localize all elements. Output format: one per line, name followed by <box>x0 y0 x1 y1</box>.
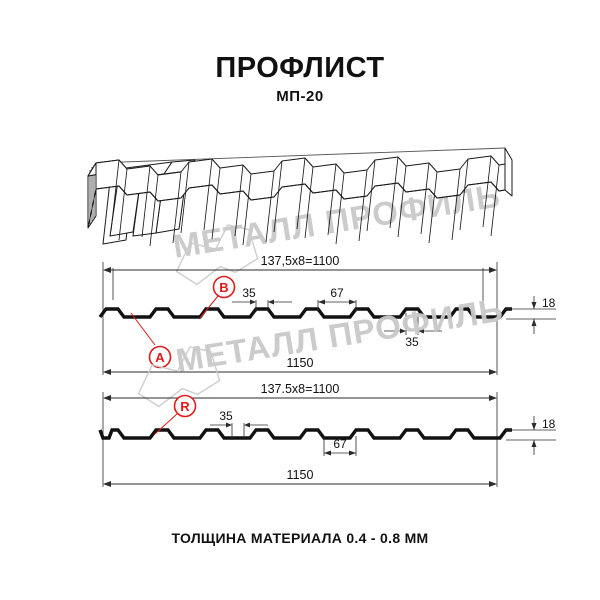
section-top-dim-35-lower: 35 <box>384 313 442 349</box>
material-thickness-note: ТОЛЩИНА МАТЕРИАЛА 0.4 - 0.8 ММ <box>171 530 429 546</box>
iso-back-edge <box>95 147 506 164</box>
product-code: МП-20 <box>276 88 324 105</box>
section-top-dim-35-upper: 35 <box>232 286 292 312</box>
section-top-dim-67-label: 67 <box>330 286 344 300</box>
section-bottom-dim-1150-label: 1150 <box>287 468 314 482</box>
marker-a-label: A <box>155 350 165 365</box>
section-top-profile <box>98 307 512 319</box>
marker-r: R <box>154 394 197 435</box>
isometric-profile-view <box>87 147 513 247</box>
page-title: ПРОФЛИСТ <box>215 52 385 84</box>
section-top-dim-1100-label: 137,5x8=1100 <box>261 254 340 268</box>
iso-bottom-edge <box>87 181 506 229</box>
marker-b: B <box>199 275 236 319</box>
section-bottom-dim-18-label: 18 <box>542 417 556 431</box>
section-top-dim-18-label: 18 <box>542 296 556 310</box>
iso-wave-group <box>87 155 506 245</box>
watermark-logo-icon-2 <box>137 346 221 408</box>
iso-fold-lines <box>110 155 500 247</box>
marker-b-label: B <box>219 280 228 295</box>
section-top-dim-1100: 137,5x8=1100 <box>103 254 497 273</box>
section-bottom: 137.5x8=1100 1150 35 <box>98 382 556 487</box>
section-top-dim-67: 67 <box>317 286 357 312</box>
watermark-bottom-text: МЕТАЛЛ ПРОФИЛЬ <box>173 291 506 379</box>
section-bottom-dim-18: 18 <box>506 416 556 455</box>
marker-a: A <box>130 312 172 369</box>
iso-right-end <box>504 147 513 197</box>
section-top-dim-35-lower-label: 35 <box>405 335 419 349</box>
section-bottom-profile <box>98 428 512 440</box>
section-top-dim-1150: 1150 <box>103 356 497 375</box>
section-bottom-dim-1100-label: 137.5x8=1100 <box>261 382 340 396</box>
section-bottom-dim-67: 67 <box>323 436 357 456</box>
section-top-dim-1150-label: 1150 <box>287 356 314 370</box>
section-top: 137,5x8=1100 1150 35 <box>98 254 556 375</box>
marker-r-label: R <box>180 399 190 414</box>
section-bottom-dim-1150: 1150 <box>103 468 497 487</box>
section-top-dim-35-upper-label: 35 <box>242 286 256 300</box>
section-bottom-dim-35-label: 35 <box>219 409 233 423</box>
watermark-logo-icon <box>175 224 259 286</box>
section-top-dim-18: 18 <box>506 296 556 334</box>
section-bottom-dim-67-label: 67 <box>333 437 347 451</box>
section-bottom-dim-1100: 137.5x8=1100 <box>103 382 497 401</box>
section-bottom-dim-35: 35 <box>210 409 268 440</box>
